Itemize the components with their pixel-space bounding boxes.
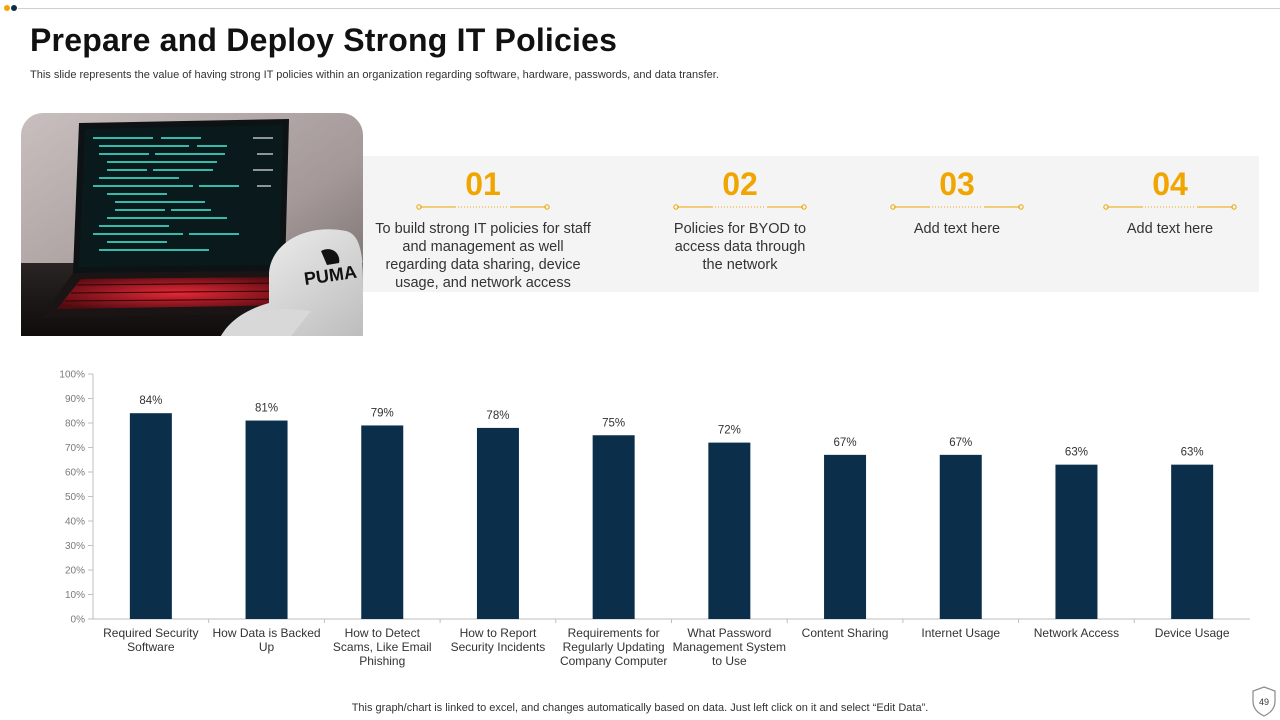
y-tick-label: 0% xyxy=(71,615,86,626)
feature-2-text: Policies for BYOD to access data through… xyxy=(673,221,807,273)
page-badge: 49 xyxy=(1252,686,1276,717)
bar-value-label: 63% xyxy=(1181,447,1204,459)
feature-3-divider xyxy=(890,204,1024,210)
bar-value-label: 67% xyxy=(949,437,972,449)
y-tick-label: 40% xyxy=(65,517,85,528)
bar-value-label: 75% xyxy=(602,417,625,429)
feature-1: 01 To build strong IT policies for staff… xyxy=(363,166,603,292)
bar-value-label: 72% xyxy=(718,425,741,437)
feature-2-divider xyxy=(673,204,807,210)
bar[interactable] xyxy=(245,420,288,619)
bar-value-label: 81% xyxy=(255,403,278,415)
features-panel xyxy=(363,156,1259,292)
category-label: Content Sharing xyxy=(802,626,889,640)
laptop-photo: PUMA xyxy=(21,113,363,336)
chart-footnote: This graph/chart is linked to excel, and… xyxy=(351,702,929,714)
bar[interactable] xyxy=(708,442,751,619)
y-tick-label: 60% xyxy=(65,468,85,479)
bar[interactable] xyxy=(1055,464,1098,619)
feature-4-text: Add text here xyxy=(1126,221,1214,237)
bar[interactable] xyxy=(824,454,867,619)
y-tick-label: 80% xyxy=(65,419,85,430)
bar[interactable] xyxy=(476,427,519,619)
bar-chart[interactable]: 0% 10% 20% 30% 40% 50% 60% 70% 80% 90% 100% 84% Requ… xyxy=(0,360,1280,680)
feature-3-text: Add text here xyxy=(913,221,1001,237)
y-tick-label: 30% xyxy=(65,541,85,552)
y-tick-label: 10% xyxy=(65,590,85,601)
bar[interactable] xyxy=(592,435,635,619)
feature-1-divider xyxy=(416,204,550,210)
category-label: What Password Management System to Use xyxy=(673,626,786,668)
y-tick-label: 70% xyxy=(65,443,85,454)
bar-value-label: 79% xyxy=(371,407,394,419)
feature-1-text: To build strong IT policies for staff an… xyxy=(375,221,591,291)
category-label: How to Report Security Incidents xyxy=(451,626,546,654)
feature-4-number: 04 xyxy=(1152,166,1188,202)
feature-2: 02 Policies for BYOD to access data thro… xyxy=(620,166,860,274)
slide-title: Prepare and Deploy Strong IT Policies xyxy=(30,22,618,58)
category-label: Network Access xyxy=(1034,626,1119,640)
category-label: Internet Usage xyxy=(921,626,1000,640)
bar-value-label: 78% xyxy=(486,410,509,422)
category-label: How Data is Backed Up xyxy=(213,626,321,654)
category-label: How to Detect Scams, Like Email Phishing xyxy=(333,626,432,668)
category-label: Requirements for Regularly Updating Compan… xyxy=(560,626,667,668)
y-tick-label: 100% xyxy=(59,370,85,381)
feature-4: 04 Add text here xyxy=(1050,166,1280,238)
accent-dot-navy xyxy=(11,5,17,11)
category-label: Required Security Software xyxy=(103,626,198,654)
feature-2-number: 02 xyxy=(722,166,758,202)
feature-1-number: 01 xyxy=(465,166,501,202)
category-label: Device Usage xyxy=(1155,626,1230,640)
bar[interactable] xyxy=(129,413,172,619)
bar[interactable] xyxy=(361,425,404,619)
y-tick-label: 90% xyxy=(65,394,85,405)
feature-3: 03 Add text here xyxy=(837,166,1077,238)
bar-value-label: 63% xyxy=(1065,447,1088,459)
slide-subtitle: This slide represents the value of havin… xyxy=(30,69,719,81)
page-number: 49 xyxy=(1259,697,1269,707)
bar[interactable] xyxy=(1171,464,1214,619)
y-tick-label: 50% xyxy=(65,492,85,503)
accent-dot-orange xyxy=(4,5,10,11)
top-rule xyxy=(18,8,1280,9)
bar[interactable] xyxy=(939,454,982,619)
y-tick-label: 20% xyxy=(65,566,85,577)
feature-3-number: 03 xyxy=(939,166,975,202)
bar-value-label: 67% xyxy=(834,437,857,449)
feature-4-divider xyxy=(1103,204,1237,210)
bar-value-label: 84% xyxy=(139,395,162,407)
